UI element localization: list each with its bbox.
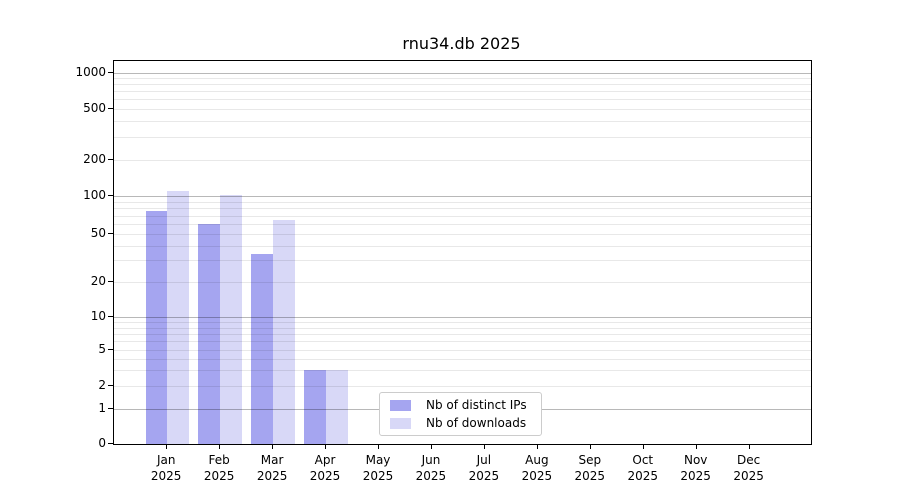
ytick-mark-2 (108, 385, 113, 386)
gridline-minor-8 (114, 327, 811, 329)
gridline-minor-800 (114, 84, 811, 86)
legend-swatch-distinct-ips (390, 399, 411, 411)
bars-layer (114, 61, 811, 444)
ytick-mark-100 (108, 195, 113, 196)
gridline-minor-30 (114, 260, 811, 262)
xtick-label-mar: Mar 2025 (256, 453, 288, 483)
gridline-minor-9 (114, 322, 811, 324)
bar-feb-downloads (220, 194, 242, 444)
gridline-minor-2 (114, 386, 811, 387)
gridline-minor-7 (114, 333, 811, 335)
ytick-label-100: 100 (83, 188, 106, 202)
xtick-label-jun: Jun 2025 (415, 453, 447, 483)
ytick-mark-500 (108, 108, 113, 109)
ytick-label-5: 5 (98, 342, 106, 356)
gridline-minor-500 (114, 109, 811, 110)
gridline-minor-20 (114, 281, 811, 283)
gridline-minor-70 (114, 215, 811, 217)
gridline-minor-600 (114, 99, 811, 101)
gridline-minor-60 (114, 224, 811, 225)
xtick-mark-mar (272, 444, 274, 449)
legend-label-downloads: Nb of downloads (426, 416, 527, 430)
ytick-mark-0 (108, 443, 113, 444)
ytick-mark-5 (108, 349, 113, 350)
gridline-minor-40 (114, 245, 811, 247)
gridline-minor-3 (114, 370, 811, 372)
bar-mar-distinct-ips (251, 253, 274, 444)
legend-item-downloads: Nb of downloads (390, 416, 541, 430)
bar-jan-downloads (167, 191, 189, 444)
xtick-mark-jul (483, 444, 485, 449)
bar-feb-distinct-ips (198, 224, 221, 444)
bar-mar-downloads (273, 219, 295, 444)
legend-swatch-downloads (390, 417, 411, 429)
xtick-mark-jun (430, 444, 432, 449)
xtick-mark-oct (642, 444, 644, 449)
ytick-label-1000: 1000 (75, 64, 106, 79)
gridline-minor-6 (114, 341, 811, 343)
xtick-mark-jan (166, 444, 168, 449)
gridline-minor-80 (114, 208, 811, 210)
gridline-minor-5 (114, 350, 811, 351)
xtick-label-jul: Jul 2025 (468, 453, 500, 483)
xtick-label-dec: Dec 2025 (733, 453, 764, 483)
gridline-minor-4 (114, 358, 811, 360)
xtick-label-nov: Nov 2025 (680, 453, 711, 483)
ytick-mark-1 (108, 407, 113, 409)
ytick-mark-10 (108, 316, 113, 317)
gridline-minor-200 (114, 160, 811, 161)
bar-apr-distinct-ips (304, 370, 327, 444)
chart-title: rnu34.db 2025 (402, 34, 521, 53)
xtick-label-may: May 2025 (362, 453, 394, 483)
legend-label-distinct-ips: Nb of distinct IPs (426, 398, 527, 412)
xtick-label-apr: Apr 2025 (309, 453, 341, 483)
gridline-minor-700 (114, 91, 811, 93)
ytick-label-50: 50 (90, 226, 106, 240)
gridline-minor-900 (114, 78, 811, 80)
gridline-minor-300 (114, 137, 811, 139)
xtick-mark-aug (536, 444, 538, 449)
ytick-mark-1000 (108, 71, 113, 73)
xtick-mark-dec (748, 444, 750, 449)
bar-apr-downloads (326, 370, 348, 444)
xtick-label-sep: Sep 2025 (574, 453, 606, 483)
xtick-mark-feb (219, 444, 221, 449)
xtick-mark-sep (589, 444, 591, 449)
xtick-label-jan: Jan 2025 (150, 453, 182, 483)
gridline-minor-90 (114, 201, 811, 203)
xtick-mark-apr (325, 444, 327, 449)
xtick-label-aug: Aug 2025 (521, 453, 553, 483)
grid-layer (114, 61, 811, 444)
ytick-mark-200 (108, 159, 113, 160)
gridline-minor-400 (114, 121, 811, 123)
bar-jan-distinct-ips (145, 211, 168, 444)
ytick-label-1: 1 (98, 400, 106, 415)
ytick-label-200: 200 (83, 152, 106, 166)
ytick-mark-20 (108, 280, 113, 282)
legend: Nb of distinct IPs Nb of downloads (379, 392, 542, 436)
xtick-mark-may (378, 444, 379, 449)
xtick-label-oct: Oct 2025 (627, 453, 659, 483)
gridline-major-100 (114, 196, 811, 197)
xtick-label-feb: Feb 2025 (203, 453, 235, 483)
plot-area: Nb of distinct IPs Nb of downloads (113, 60, 812, 445)
ytick-mark-50 (108, 233, 113, 234)
ytick-label-20: 20 (90, 273, 106, 288)
gridline-major-10 (114, 317, 811, 318)
gridline-minor-50 (114, 234, 811, 235)
xtick-mark-nov (695, 444, 697, 449)
ytick-label-500: 500 (83, 101, 106, 115)
gridline-major-1000 (114, 72, 811, 74)
ytick-label-2: 2 (98, 378, 106, 392)
ytick-label-0: 0 (98, 436, 106, 450)
ytick-label-10: 10 (90, 309, 106, 323)
legend-item-distinct-ips: Nb of distinct IPs (390, 398, 541, 412)
